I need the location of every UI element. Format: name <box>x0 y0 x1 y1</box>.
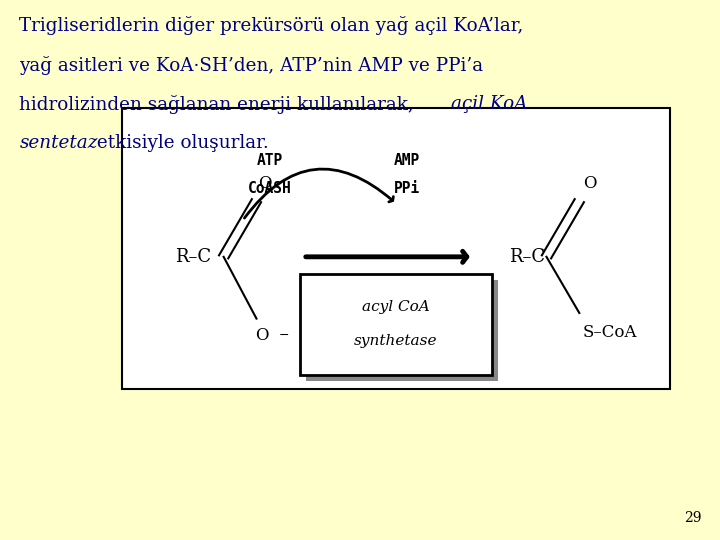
Text: O: O <box>255 327 269 344</box>
Bar <box>300 274 492 375</box>
Text: hidrolizinden sağlanan enerji kullanılarak,: hidrolizinden sağlanan enerji kullanılar… <box>19 95 423 114</box>
Text: ATP: ATP <box>257 153 283 168</box>
Text: etkisiyle oluşurlar.: etkisiyle oluşurlar. <box>91 134 269 152</box>
Text: O: O <box>583 176 597 192</box>
Text: Trigliseridlerin diğer prekürsörü olan yağ açil KoA’lar,: Trigliseridlerin diğer prekürsörü olan y… <box>19 16 524 35</box>
Text: açil KoA: açil KoA <box>451 95 528 113</box>
Text: synthetase: synthetase <box>354 334 438 348</box>
Text: −: − <box>279 329 289 342</box>
Text: yağ asitleri ve KoA·SH’den, ATP’nin AMP ve PPi’a: yağ asitleri ve KoA·SH’den, ATP’nin AMP … <box>19 56 484 75</box>
Bar <box>122 108 670 389</box>
Text: sentetaz: sentetaz <box>19 134 98 152</box>
Text: R–C: R–C <box>509 248 545 266</box>
Text: AMP: AMP <box>394 153 420 168</box>
Text: R–C: R–C <box>176 248 212 266</box>
Text: O: O <box>258 176 271 192</box>
Text: CoASH: CoASH <box>248 181 292 196</box>
Bar <box>306 280 498 381</box>
Text: acyl CoA: acyl CoA <box>362 300 430 314</box>
Text: 29: 29 <box>685 511 702 525</box>
Text: PPi: PPi <box>394 181 420 196</box>
Text: S–CoA: S–CoA <box>582 324 636 341</box>
